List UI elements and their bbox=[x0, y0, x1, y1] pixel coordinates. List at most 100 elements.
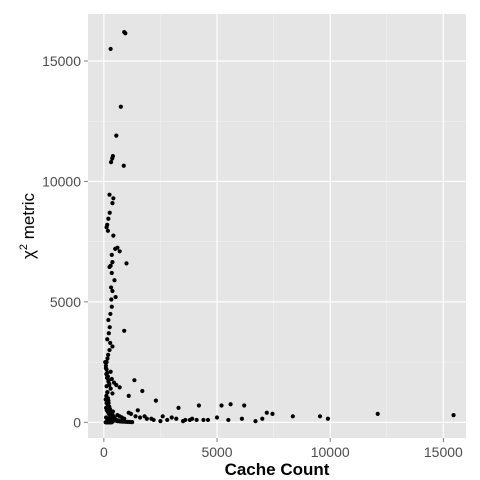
data-point bbox=[110, 419, 115, 424]
data-point bbox=[106, 378, 111, 383]
data-point bbox=[108, 386, 113, 391]
x-tick-labels: 0 5000 10000 15000 bbox=[100, 444, 463, 460]
data-point bbox=[226, 417, 231, 423]
data-point bbox=[137, 415, 143, 420]
data-point bbox=[169, 415, 174, 420]
data-point bbox=[124, 261, 129, 266]
data-point bbox=[107, 325, 112, 330]
data-point bbox=[132, 378, 137, 383]
data-point bbox=[219, 403, 224, 408]
data-point bbox=[228, 402, 233, 407]
data-point bbox=[205, 417, 211, 423]
data-point bbox=[114, 382, 119, 388]
data-point bbox=[165, 417, 170, 423]
data-point bbox=[180, 419, 186, 424]
data-point bbox=[117, 385, 122, 390]
data-point bbox=[290, 414, 295, 419]
data-point bbox=[105, 228, 111, 233]
grid-minor bbox=[88, 14, 466, 438]
grid-major bbox=[88, 14, 466, 438]
data-point bbox=[264, 410, 269, 415]
data-point bbox=[128, 411, 134, 417]
data-point bbox=[114, 133, 119, 138]
data-point bbox=[187, 417, 192, 423]
data-point bbox=[105, 390, 110, 395]
plot-panel bbox=[88, 14, 466, 438]
y-tick-labels: 0 5000 10000 15000 bbox=[42, 53, 81, 430]
data-point bbox=[153, 398, 159, 403]
data-point bbox=[107, 381, 112, 386]
data-point bbox=[130, 420, 135, 425]
data-point bbox=[239, 416, 245, 421]
y-axis-title-superscript: 2 bbox=[18, 244, 30, 250]
data-point bbox=[103, 360, 108, 365]
data-point bbox=[105, 374, 111, 379]
data-point bbox=[375, 411, 380, 417]
data-point bbox=[110, 344, 115, 349]
data-point bbox=[107, 210, 112, 215]
x-tick-label: 15000 bbox=[424, 444, 463, 460]
data-point bbox=[105, 370, 110, 376]
data-point bbox=[118, 104, 123, 109]
data-point bbox=[112, 278, 117, 283]
data-point bbox=[144, 416, 149, 421]
data-point bbox=[109, 270, 114, 276]
x-tick-label: 0 bbox=[100, 444, 108, 460]
data-point bbox=[105, 356, 110, 361]
data-point bbox=[194, 417, 199, 423]
data-point bbox=[160, 414, 165, 419]
data-point bbox=[108, 46, 113, 52]
data-point bbox=[253, 419, 258, 424]
data-point bbox=[270, 411, 275, 417]
data-point bbox=[109, 376, 114, 382]
data-point bbox=[110, 288, 115, 294]
data-point bbox=[115, 245, 120, 250]
data-point bbox=[104, 367, 109, 372]
data-point bbox=[176, 405, 181, 410]
y-tick-label: 5000 bbox=[50, 294, 81, 310]
data-point bbox=[106, 331, 111, 336]
data-point bbox=[108, 369, 113, 374]
data-point bbox=[123, 31, 128, 36]
data-point bbox=[104, 225, 109, 230]
data-point bbox=[110, 156, 115, 161]
data-point bbox=[158, 419, 163, 424]
data-point bbox=[122, 328, 127, 333]
data-point bbox=[108, 340, 113, 345]
data-point bbox=[106, 317, 111, 323]
data-point bbox=[174, 416, 179, 421]
data-point bbox=[105, 337, 110, 342]
x-tick-label: 10000 bbox=[311, 444, 350, 460]
data-point bbox=[196, 403, 202, 408]
data-point bbox=[105, 396, 111, 401]
data-point bbox=[106, 216, 111, 221]
data-point bbox=[110, 391, 115, 396]
data-point bbox=[214, 415, 220, 420]
data-point bbox=[109, 304, 114, 309]
data-point bbox=[111, 233, 116, 238]
x-axis-title: Cache Count bbox=[225, 460, 330, 479]
data-point bbox=[110, 201, 115, 206]
data-point bbox=[109, 297, 114, 302]
data-point bbox=[117, 249, 122, 254]
data-point bbox=[201, 417, 206, 423]
data-point bbox=[242, 403, 247, 408]
data-point bbox=[151, 417, 156, 423]
data-point bbox=[108, 160, 114, 165]
data-point bbox=[106, 400, 111, 406]
data-point bbox=[111, 196, 116, 201]
y-tick-label: 0 bbox=[73, 414, 81, 430]
data-point bbox=[140, 388, 145, 394]
data-point bbox=[109, 252, 114, 258]
data-point bbox=[110, 260, 115, 265]
axis-ticks bbox=[84, 60, 444, 442]
data-point bbox=[108, 311, 113, 317]
data-point bbox=[133, 414, 138, 419]
data-point bbox=[325, 416, 331, 421]
y-tick-label: 15000 bbox=[42, 53, 81, 69]
data-point bbox=[121, 163, 126, 168]
data-point bbox=[260, 416, 265, 421]
data-point bbox=[104, 384, 109, 389]
y-axis-title-text: metric bbox=[19, 192, 38, 244]
